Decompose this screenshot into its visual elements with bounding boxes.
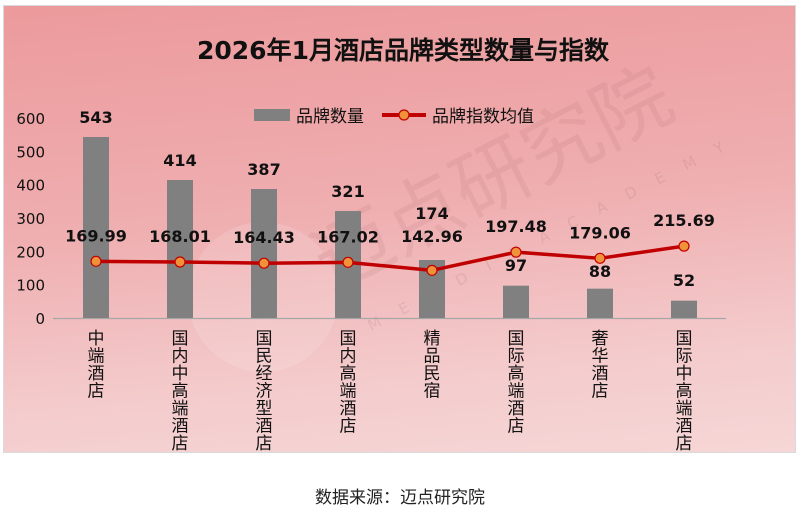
- line-value-label: 168.01: [149, 227, 211, 246]
- bar[interactable]: [83, 137, 109, 318]
- chart-frame: 迈点研究院 MEADINACADEMY 2026年1月酒店品牌类型数量与指数 品牌数量…: [3, 5, 796, 454]
- legend-bar-label: 品牌数量: [296, 107, 364, 127]
- category-label-char: 奢: [592, 329, 609, 349]
- y-tick-label: 600: [16, 110, 45, 128]
- bar-value-label: 174: [415, 204, 448, 223]
- category-label-char: 店: [676, 434, 693, 454]
- category-label-char: 端: [88, 347, 105, 367]
- bar[interactable]: [671, 300, 697, 318]
- legend-bar-swatch-icon: [254, 109, 290, 121]
- bar[interactable]: [167, 180, 193, 318]
- category-label-char: 酒: [508, 399, 525, 419]
- category-label-char: 高: [676, 382, 693, 402]
- category-label-char: 国: [340, 329, 357, 349]
- category-label-char: 酒: [88, 364, 105, 384]
- category-label-char: 宿: [424, 382, 441, 402]
- category-label-char: 国: [256, 329, 273, 349]
- bar[interactable]: [251, 189, 277, 318]
- line-marker[interactable]: [678, 240, 690, 252]
- y-tick-label: 100: [16, 277, 45, 295]
- category-label-char: 高: [508, 364, 525, 384]
- line-marker[interactable]: [426, 264, 438, 276]
- line-value-label: 142.96: [401, 227, 463, 246]
- y-tick-label: 500: [16, 143, 45, 161]
- data-source-caption: 数据来源：迈点研究院: [315, 488, 485, 508]
- category-label-char: 端: [340, 382, 357, 402]
- bar-value-label: 321: [331, 182, 364, 201]
- category-label-char: 经: [256, 364, 273, 384]
- category-label-char: 精: [424, 329, 441, 349]
- category-label-char: 国: [508, 329, 525, 349]
- category-label-char: 型: [256, 399, 273, 419]
- y-tick-label: 300: [16, 210, 45, 228]
- bar[interactable]: [587, 288, 613, 318]
- category-label-char: 店: [592, 382, 609, 402]
- category-label-char: 品: [424, 347, 441, 367]
- line-value-label: 167.02: [317, 227, 379, 246]
- category-label-char: 酒: [592, 364, 609, 384]
- bar[interactable]: [503, 285, 529, 318]
- legend-line-marker-icon: [398, 109, 410, 121]
- category-label-char: 店: [256, 434, 273, 454]
- category-label-char: 端: [676, 399, 693, 419]
- category-label-char: 际: [508, 347, 525, 367]
- line-marker[interactable]: [258, 257, 270, 269]
- line-value-label: 179.06: [569, 223, 631, 242]
- category-label-char: 民: [256, 347, 273, 367]
- y-tick-label: 200: [16, 243, 45, 261]
- category-label-char: 华: [592, 347, 609, 367]
- category-label-char: 中: [172, 364, 189, 384]
- line-value-label: 215.69: [653, 211, 715, 230]
- chart-canvas: 迈点研究院MEADINACADEMY2026年1月酒店品牌类型数量与指数品牌数量…: [16, 36, 746, 454]
- category-label-char: 酒: [172, 417, 189, 437]
- bar-value-label: 88: [589, 262, 611, 281]
- category-label-char: 高: [340, 364, 357, 384]
- category-label-char: 国: [172, 329, 189, 349]
- line-marker[interactable]: [342, 256, 354, 268]
- bar-value-label: 543: [79, 108, 112, 127]
- category-label-char: 际: [676, 347, 693, 367]
- y-tick-label: 400: [16, 177, 45, 195]
- category-label-char: 高: [172, 382, 189, 402]
- line-marker[interactable]: [90, 255, 102, 267]
- line-value-label: 164.43: [233, 228, 295, 247]
- y-tick-label: 0: [35, 310, 45, 328]
- legend-line-label: 品牌指数均值: [432, 107, 534, 127]
- category-label-char: 店: [172, 434, 189, 454]
- category-label-char: 酒: [256, 417, 273, 437]
- category-label-char: 店: [340, 417, 357, 437]
- category-label-char: 民: [424, 364, 441, 384]
- bar-value-label: 387: [247, 160, 280, 179]
- category-label-char: 济: [256, 382, 273, 402]
- bar-value-label: 414: [163, 151, 196, 170]
- category-label-char: 端: [172, 399, 189, 419]
- category-label-char: 店: [508, 417, 525, 437]
- category-label-char: 中: [676, 364, 693, 384]
- index-line: [95, 244, 685, 273]
- category-label-char: 内: [340, 347, 357, 367]
- bar-value-label: 97: [505, 256, 527, 275]
- category-label-char: 端: [508, 382, 525, 402]
- chart-title: 2026年1月酒店品牌类型数量与指数: [197, 36, 610, 65]
- category-label-char: 中: [88, 329, 105, 349]
- category-label-char: 店: [88, 382, 105, 402]
- line-marker[interactable]: [174, 256, 186, 268]
- line-marker[interactable]: [510, 246, 522, 258]
- bar-value-label: 52: [673, 271, 695, 290]
- category-label-char: 国: [676, 329, 693, 349]
- line-value-label: 169.99: [65, 226, 127, 245]
- category-label-char: 酒: [340, 399, 357, 419]
- category-label-char: 内: [172, 347, 189, 367]
- line-marker[interactable]: [594, 252, 606, 264]
- line-value-label: 197.48: [485, 217, 547, 236]
- category-label-char: 酒: [676, 417, 693, 437]
